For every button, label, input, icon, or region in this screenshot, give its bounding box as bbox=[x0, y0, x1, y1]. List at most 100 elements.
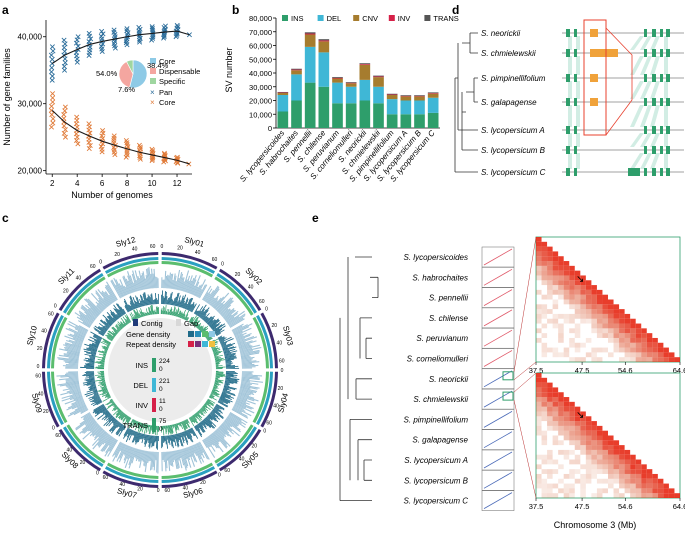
circos-sv-bar bbox=[215, 366, 219, 368]
circos-tick-label: 40 bbox=[277, 341, 283, 347]
circos-repeat-density-bar bbox=[220, 304, 232, 315]
circos-chrom-label: Sly01 bbox=[183, 235, 205, 249]
circos-gene-density-bar bbox=[146, 434, 149, 444]
circos-gene-density-bar bbox=[151, 293, 154, 305]
circos-repeat-density-bar bbox=[78, 310, 95, 323]
circos-sv-bar bbox=[171, 311, 174, 316]
circos-sv-bar bbox=[204, 403, 207, 406]
panel-d-highlight-box bbox=[583, 19, 607, 136]
circos-gene-density-bar bbox=[83, 348, 97, 353]
circos-sv-bar bbox=[148, 306, 151, 315]
circos-gene-density-bar bbox=[206, 416, 211, 420]
circos-sv-bar bbox=[211, 392, 218, 396]
gene-block bbox=[666, 49, 670, 57]
panel-b-legend-label: INS bbox=[291, 14, 304, 23]
circos-gene-density-bar bbox=[84, 366, 95, 368]
circos-gene-density-bar bbox=[218, 337, 225, 341]
circos-gene-density-bar bbox=[187, 298, 194, 311]
circos-repeat-density-bar bbox=[175, 269, 181, 290]
panel-a-xtick-label: 12 bbox=[173, 179, 182, 188]
hic-cell bbox=[547, 275, 553, 281]
panel-a-point-pan bbox=[48, 52, 54, 58]
circos-sv-bar bbox=[176, 423, 180, 431]
circos-sv-bar bbox=[107, 332, 115, 338]
hic-cell bbox=[541, 251, 548, 257]
hic-cell bbox=[613, 309, 620, 314]
dotplot-diagonal bbox=[483, 370, 513, 388]
circos-gene-density-bar bbox=[161, 290, 164, 305]
hic-cell bbox=[619, 473, 625, 479]
bar-cnv bbox=[427, 93, 439, 98]
circos-repeat-density-bar bbox=[87, 303, 100, 315]
legend-core2-label: Core bbox=[159, 98, 175, 107]
circos-repeat-density-bar bbox=[67, 334, 84, 342]
hic-cell bbox=[547, 473, 553, 479]
hic-cell bbox=[613, 478, 620, 484]
circos-gene-density-bar bbox=[144, 292, 148, 306]
circos-repeat-density-bar bbox=[85, 314, 95, 322]
hic-cell bbox=[536, 304, 542, 310]
hic-cell bbox=[641, 337, 647, 343]
circos-sv-bar bbox=[123, 416, 130, 425]
circos-gene-density-bar bbox=[123, 426, 127, 431]
hic-cell bbox=[574, 440, 581, 446]
hic-cell bbox=[574, 347, 581, 353]
circos-gene-density-bar bbox=[126, 429, 132, 438]
circos-repeat-density-bar bbox=[68, 385, 80, 389]
panel-d-species-label: S. chmielewskii bbox=[481, 49, 536, 58]
hic-cell bbox=[574, 416, 581, 422]
circos-gene-density-bar bbox=[162, 296, 164, 305]
synteny-link bbox=[640, 153, 652, 169]
circos-tick-label: 60 bbox=[35, 373, 41, 379]
hic-cell bbox=[630, 347, 636, 353]
hic-cell bbox=[652, 347, 658, 353]
circos-gene-density-bar bbox=[118, 425, 126, 437]
circos-repeat-density-bar bbox=[135, 280, 140, 291]
circos-gene-density-bar bbox=[200, 307, 210, 319]
hic-cell bbox=[580, 342, 586, 348]
circos-repeat-density-bar bbox=[61, 394, 82, 402]
circos-sv-bar bbox=[211, 391, 219, 396]
hic-cell bbox=[536, 397, 542, 402]
hic-cell bbox=[574, 469, 581, 474]
circos-tick-label: 0 bbox=[52, 425, 55, 431]
circos-sv-bar bbox=[211, 346, 214, 349]
hic-cell bbox=[596, 323, 603, 329]
circos-sv-bar bbox=[199, 326, 204, 331]
circos-repeat-density-bar bbox=[217, 297, 232, 312]
circos-gene-density-bar bbox=[197, 304, 207, 317]
circos-sv-bar bbox=[185, 317, 188, 321]
repeat-density-swatch bbox=[209, 341, 215, 347]
circos-gene-density-bar bbox=[143, 292, 147, 306]
circos-gene-density-bar bbox=[211, 410, 216, 414]
circos-gene-density-bar bbox=[102, 409, 108, 415]
hic-cell bbox=[585, 435, 592, 441]
hic-cell bbox=[563, 318, 570, 324]
circos-gene-density-bar bbox=[102, 326, 108, 331]
circos-sv-bar bbox=[98, 366, 105, 368]
hic-cell bbox=[657, 483, 664, 489]
gene-block-highlight bbox=[590, 98, 598, 106]
circos-gene-density-bar bbox=[214, 405, 220, 410]
circos-track-max: 221 bbox=[159, 378, 170, 385]
circos-sv-bar bbox=[96, 361, 105, 363]
hic-cell bbox=[646, 333, 653, 338]
circos-repeat-density-bar bbox=[165, 275, 168, 289]
circos-sv-bar bbox=[99, 360, 105, 363]
bar-del bbox=[373, 86, 384, 104]
hic-cell bbox=[541, 440, 548, 446]
circos-repeat-density-bar bbox=[67, 351, 80, 355]
circos-sv-bar bbox=[215, 371, 224, 373]
circos-repeat-density-bar bbox=[241, 381, 259, 385]
circos-gene-density-bar bbox=[93, 334, 102, 340]
hic-cell bbox=[563, 285, 570, 290]
bar-cnv bbox=[291, 70, 302, 75]
circos-gene-density-bar bbox=[177, 433, 180, 441]
circos-gene-density-bar bbox=[148, 435, 151, 447]
circos-repeat-density-bar bbox=[166, 274, 169, 289]
circos-repeat-density-bar bbox=[239, 346, 262, 353]
circos-repeat-density-bar bbox=[148, 267, 152, 289]
hic-cell bbox=[569, 401, 575, 407]
circos-repeat-density-bar bbox=[81, 421, 97, 434]
panel-a-point-core bbox=[48, 124, 55, 130]
